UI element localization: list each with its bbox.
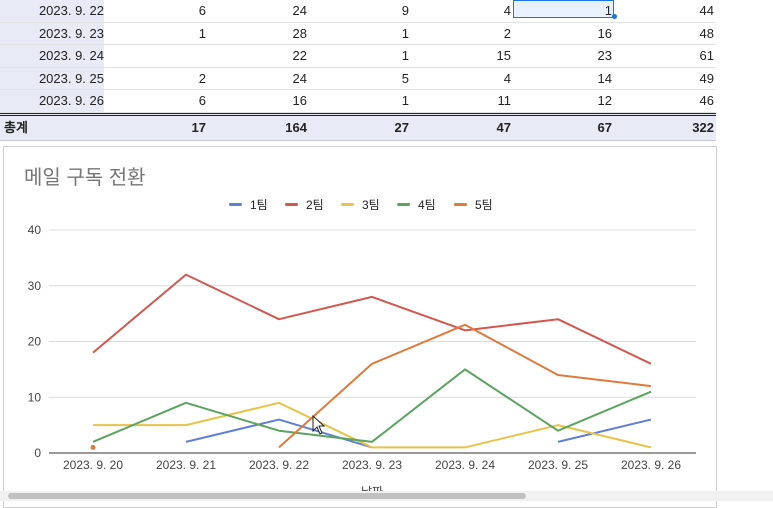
cell-t5[interactable]: 14 [597,70,612,86]
total-t4[interactable]: 47 [496,119,511,135]
cell-t1[interactable] [106,45,206,67]
cell-total[interactable]: 46 [699,93,714,108]
cell-t1[interactable]: 6 [198,3,206,18]
cell-total[interactable]: 44 [699,3,714,18]
cell-t3[interactable]: 9 [401,3,409,18]
cell-t5[interactable]: 12 [597,93,612,108]
legend-label: 1팀 [250,198,268,212]
cell-t4[interactable]: 4 [503,3,511,18]
legend-item[interactable]: 3팀 [341,196,380,213]
cell-t5[interactable]: 1 [604,3,612,18]
scrollbar-thumb[interactable] [8,493,526,499]
x-tick-label: 2023. 9. 22 [249,458,309,472]
legend-label: 4팀 [418,198,436,212]
series-point [90,444,96,450]
totals-row: 총계 17 164 27 47 67 322 [0,112,716,141]
cell-t2[interactable]: 28 [292,25,307,41]
y-tick-label: 30 [28,279,42,293]
series-line [93,401,652,449]
cell-t3[interactable]: 5 [401,70,409,86]
table-row: 2023. 9. 25 2 24 5 4 14 49 [0,67,716,90]
cell-total[interactable]: 61 [699,48,714,63]
y-tick-label: 10 [28,390,42,404]
y-tick-label: 20 [28,335,42,349]
cell-t2[interactable]: 24 [292,70,307,86]
cell-t5[interactable]: 23 [597,48,612,63]
legend-swatch [229,203,242,206]
total-t2[interactable]: 164 [285,119,307,135]
x-tick-label: 2023. 9. 24 [435,458,495,472]
chart-legend: 1팀 2팀 3팀 4팀 5팀 [4,196,716,212]
total-total[interactable]: 322 [692,119,714,135]
series-line [278,323,652,449]
line-chart[interactable]: 메일 구독 전환 1팀 2팀 3팀 4팀 5팀 0 10 20 30 40 2023. 9. 20… [3,146,717,508]
legend-item[interactable]: 5팀 [454,196,493,213]
legend-swatch [341,203,354,206]
cell-t1[interactable]: 6 [198,93,206,108]
legend-item[interactable]: 2팀 [285,196,324,213]
cell-t4[interactable]: 15 [496,48,511,63]
x-tick-label: 2023. 9. 21 [156,458,216,472]
legend-swatch [397,203,410,206]
table-row: 2023. 9. 23 1 28 1 2 16 48 [0,22,716,45]
cell-t2[interactable]: 22 [292,48,307,63]
series-line [92,368,652,443]
spreadsheet-table: 2023. 9. 22 6 24 9 4 1 44 2023. 9. 23 1 28 1 2 16 48 2… [0,0,716,141]
date-cell[interactable]: 2023. 9. 24 [0,45,104,67]
totals-label[interactable]: 총계 [4,119,28,135]
legend-item[interactable]: 1팀 [229,196,268,213]
chart-title: 메일 구독 전환 [24,167,146,189]
y-tick-label: 0 [34,446,41,460]
cell-total[interactable]: 49 [699,70,714,86]
total-t5[interactable]: 67 [597,119,612,135]
cell-t4[interactable]: 4 [503,70,511,86]
cell-t4[interactable]: 2 [503,25,511,41]
cell-t3[interactable]: 1 [401,48,409,63]
table-row: 2023. 9. 22 6 24 9 4 1 44 [0,0,716,23]
legend-label: 3팀 [362,198,380,212]
y-tick-label: 40 [28,223,42,237]
legend-swatch [285,203,298,206]
x-tick-label: 2023. 9. 25 [528,458,588,472]
cell-t2[interactable]: 24 [292,3,307,18]
x-tick-label: 2023. 9. 26 [621,458,681,472]
total-t1[interactable]: 17 [191,119,206,135]
fill-handle[interactable] [612,14,617,19]
date-cell[interactable]: 2023. 9. 26 [0,90,104,112]
x-tick-label: 2023. 9. 20 [63,458,123,472]
table-row: 2023. 9. 24 22 1 15 23 61 [0,45,716,68]
series-line [92,273,652,365]
cell-t3[interactable]: 1 [401,25,409,41]
cell-total[interactable]: 48 [699,25,714,41]
legend-swatch [454,203,467,206]
cell-t1[interactable]: 1 [198,25,206,41]
cell-t5[interactable]: 16 [597,25,612,41]
total-t3[interactable]: 27 [394,119,409,135]
legend-label: 5팀 [475,198,493,212]
table-row: 2023. 9. 26 6 16 1 11 12 46 [0,90,716,113]
date-cell[interactable]: 2023. 9. 25 [0,67,104,89]
date-cell[interactable]: 2023. 9. 22 [0,0,104,22]
selected-cell[interactable] [513,0,614,18]
x-tick-label: 2023. 9. 23 [342,458,402,472]
legend-item[interactable]: 4팀 [397,196,436,213]
series-line [557,418,652,443]
chart-plot: 0 10 20 30 40 2023. 9. 20 2023. 9. 21 2023. 9. … [28,223,696,499]
cell-t4[interactable]: 11 [497,93,512,108]
cell-t1[interactable]: 2 [198,70,206,86]
cell-t3[interactable]: 1 [401,93,409,108]
cell-t2[interactable]: 16 [292,93,307,108]
mouse-cursor-icon [312,414,326,435]
date-cell[interactable]: 2023. 9. 23 [0,22,104,44]
legend-label: 2팀 [306,198,324,212]
